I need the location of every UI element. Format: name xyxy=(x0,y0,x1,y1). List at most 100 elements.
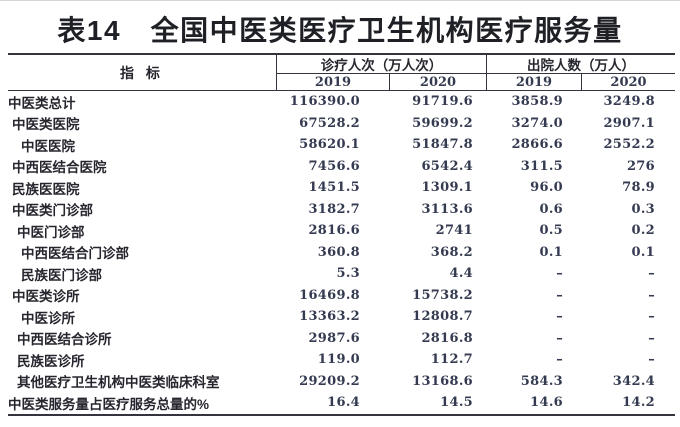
discharges-2020-cell: 0.2 xyxy=(631,223,655,239)
discharges-2019-cell: 96.0 xyxy=(530,180,563,196)
column-group-visits: 诊疗人次（万人次） xyxy=(277,55,487,73)
visits-2019-cell: 7456.6 xyxy=(308,158,360,174)
column-header-visits-2019: 2019 xyxy=(277,74,390,90)
visits-2019-cell: 2816.6 xyxy=(308,223,360,239)
table-row: 民族医门诊部 5.3 4.4 – – xyxy=(8,263,675,285)
table-row: 中西医结合门诊部 360.8 368.2 0.1 0.1 xyxy=(8,242,675,264)
indicator-cell: 中医门诊部 xyxy=(17,224,85,240)
visits-2020-cell: 14.5 xyxy=(440,395,473,411)
discharges-2020-cell: – xyxy=(648,330,655,346)
table-row: 民族医诊所 119.0 112.7 – – xyxy=(8,349,675,371)
visits-2019-cell: 360.8 xyxy=(317,244,360,260)
indicator-cell: 中西医结合门诊部 xyxy=(21,246,129,262)
table-title: 表14 全国中医类医疗卫生机构医疗服务量 xyxy=(57,15,623,46)
discharges-2020-cell: 342.4 xyxy=(612,373,655,389)
indicator-cell: 中西医结合诊所 xyxy=(17,332,112,348)
visits-2019-cell: 16.4 xyxy=(327,395,360,411)
discharges-2019-cell: 584.3 xyxy=(520,373,563,389)
table-row: 中医类服务量占医疗服务总量的% 16.4 14.5 14.6 14.2 xyxy=(8,392,675,414)
discharges-2019-cell: 3274.0 xyxy=(511,115,563,131)
visits-2019-cell: 1451.5 xyxy=(308,180,360,196)
indicator-cell: 中医医院 xyxy=(21,138,75,154)
table-row: 中医类医院 67528.2 59699.2 3274.0 2907.1 xyxy=(8,113,675,135)
discharges-2020-cell: – xyxy=(648,266,655,282)
header-groups: 诊疗人次（万人次） 出院人数（万人） 2019 2020 2019 2020 xyxy=(277,55,675,90)
column-header-discharges-2019: 2019 xyxy=(487,74,582,90)
visits-2019-cell: 116390.0 xyxy=(289,94,360,110)
visits-2020-cell: 2816.8 xyxy=(421,330,473,346)
discharges-2020-cell: – xyxy=(648,309,655,325)
visits-2020-cell: 59699.2 xyxy=(412,115,473,131)
visits-2020-cell: 112.7 xyxy=(430,352,473,368)
discharges-2020-cell: 78.9 xyxy=(622,180,655,196)
discharges-2019-cell: 0.6 xyxy=(539,201,563,217)
table-row: 中医门诊部 2816.6 2741 0.5 0.2 xyxy=(8,220,675,242)
visits-2019-cell: 58620.1 xyxy=(299,137,360,153)
visits-2020-cell: 1309.1 xyxy=(421,180,473,196)
indicator-cell: 中医类总计 xyxy=(8,95,76,111)
table-row: 中医类总计 116390.0 91719.6 3858.9 3249.8 xyxy=(8,91,675,113)
indicator-cell: 民族医门诊部 xyxy=(21,267,102,283)
indicator-cell: 中医类门诊部 xyxy=(12,203,93,219)
visits-2020-cell: 4.4 xyxy=(449,266,473,282)
table-header: 指 标 诊疗人次（万人次） 出院人数（万人） 2019 2020 2019 20… xyxy=(8,53,675,91)
indicator-cell: 中医类医院 xyxy=(12,117,80,133)
statistics-table: 指 标 诊疗人次（万人次） 出院人数（万人） 2019 2020 2019 20… xyxy=(8,53,675,416)
column-header-indicator: 指 标 xyxy=(8,55,277,90)
column-header-discharges-2020: 2020 xyxy=(610,74,647,90)
indicator-cell: 民族医医院 xyxy=(12,181,80,197)
indicator-cell: 中医诊所 xyxy=(21,310,75,326)
visits-2020-cell: 12808.7 xyxy=(412,309,473,325)
visits-2019-cell: 16469.8 xyxy=(299,287,360,303)
visits-2020-cell: 368.2 xyxy=(430,244,473,260)
discharges-2020-cell: 0.1 xyxy=(631,244,655,260)
table-row: 中医类诊所 16469.8 15738.2 – – xyxy=(8,285,675,307)
indicator-cell: 其他医疗卫生机构中医类临床科室 xyxy=(17,375,220,391)
table-row: 民族医医院 1451.5 1309.1 96.0 78.9 xyxy=(8,177,675,199)
discharges-2020-cell: – xyxy=(648,352,655,368)
table-row: 中西医结合诊所 2987.6 2816.8 – – xyxy=(8,328,675,350)
table-row: 中西医结合医院 7456.6 6542.4 311.5 276 xyxy=(8,156,675,178)
table-row: 中医诊所 13363.2 12808.7 – – xyxy=(8,306,675,328)
discharges-2019-cell: 2866.6 xyxy=(511,137,563,153)
discharges-2019-cell: 0.1 xyxy=(539,244,563,260)
indicator-cell: 中医类服务量占医疗服务总量的% xyxy=(8,396,210,412)
discharges-2020-cell: 276 xyxy=(626,158,655,174)
visits-2019-cell: 2987.6 xyxy=(308,330,360,346)
group-label-row: 诊疗人次（万人次） 出院人数（万人） xyxy=(277,55,675,74)
visits-2020-cell: 6542.4 xyxy=(421,158,473,174)
discharges-2020-cell: – xyxy=(648,287,655,303)
discharges-2019-cell: – xyxy=(556,330,563,346)
visits-2019-cell: 119.0 xyxy=(317,352,360,368)
visits-2020-cell: 15738.2 xyxy=(412,287,473,303)
indicator-cell: 中西医结合医院 xyxy=(12,160,107,176)
year-label-row: 2019 2020 2019 2020 xyxy=(277,74,675,90)
discharges-2020-cell: 0.3 xyxy=(631,201,655,217)
discharges-2020-cell: 3249.8 xyxy=(603,94,655,110)
table-row: 中医医院 58620.1 51847.8 2866.6 2552.2 xyxy=(8,134,675,156)
table-row: 中医类门诊部 3182.7 3113.6 0.6 0.3 xyxy=(8,199,675,221)
indicator-cell: 中医类诊所 xyxy=(12,289,80,305)
table-body: 中医类总计 116390.0 91719.6 3858.9 3249.8 中医类… xyxy=(8,91,675,416)
visits-2019-cell: 13363.2 xyxy=(299,309,360,325)
discharges-2019-cell: – xyxy=(556,266,563,282)
discharges-2019-cell: 3858.9 xyxy=(511,94,563,110)
visits-2019-cell: 3182.7 xyxy=(308,201,360,217)
discharges-2019-cell: 14.6 xyxy=(530,395,563,411)
discharges-2019-cell: – xyxy=(556,287,563,303)
visits-2020-cell: 51847.8 xyxy=(412,137,473,153)
column-header-visits-2020: 2020 xyxy=(390,74,487,90)
visits-2020-cell: 91719.6 xyxy=(412,94,473,110)
discharges-2019-cell: 0.5 xyxy=(539,223,563,239)
table-row: 其他医疗卫生机构中医类临床科室 29209.2 13168.6 584.3 34… xyxy=(8,371,675,393)
column-group-discharges: 出院人数（万人） xyxy=(527,58,635,73)
discharges-2020-cell: 2552.2 xyxy=(603,137,655,153)
discharges-2020-cell: 14.2 xyxy=(622,395,655,411)
discharges-2020-cell: 2907.1 xyxy=(603,115,655,131)
discharges-2019-cell: – xyxy=(556,352,563,368)
visits-2019-cell: 29209.2 xyxy=(299,373,360,389)
visits-2020-cell: 2741 xyxy=(435,223,473,239)
visits-2019-cell: 5.3 xyxy=(336,266,360,282)
discharges-2019-cell: 311.5 xyxy=(520,158,563,174)
